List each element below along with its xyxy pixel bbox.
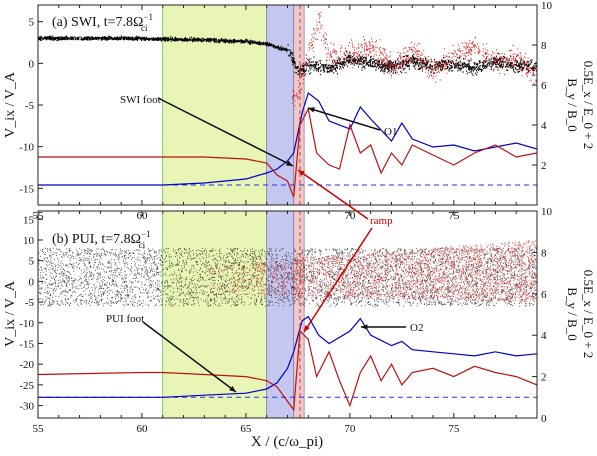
b-ytick-label-left-3: 0	[29, 276, 35, 288]
x-axis-label: X / (c/ω_pi)	[251, 434, 323, 450]
a-ytick-label-right-2: 6	[541, 80, 547, 92]
b-ytick-label-left-4: -5	[25, 297, 35, 309]
b-ytick-label-right-3: 4	[541, 330, 547, 342]
b-ytick-label-right-5: 0	[541, 413, 547, 425]
a-ytick-label-left-4: -15	[19, 183, 34, 195]
arrow-o1-head	[308, 107, 315, 113]
panel-b-ylabel-right-2: 0.5E_x / E_0 + 2	[581, 270, 596, 359]
arrow-pui-foot	[142, 321, 237, 393]
b-ytick-label-left-9: -30	[19, 401, 34, 413]
panel-a-ylabel-right-2: 0.5E_x / E_0 + 2	[581, 61, 596, 150]
panel-a-regions	[162, 5, 305, 205]
a-ytick-label-left-1: 0	[29, 58, 35, 70]
panel-b: 15 10 5 0 -5 -10 -15 -20 -25 -30 10 8 6 4 2 0 55 60 65 70 75…	[19, 206, 552, 435]
a-ytick-label-right-1: 8	[541, 40, 547, 52]
panel-b-ylabel-right-1: B_y / B_0	[565, 287, 580, 340]
arrow-ramp-a	[297, 169, 369, 220]
b-xtick-label-0: 55	[33, 423, 45, 435]
b-region-2	[293, 211, 305, 418]
b-ytick-label-right-0: 10	[541, 206, 553, 218]
b-ytick-label-left-1: 10	[23, 235, 35, 247]
b-ex-line	[38, 329, 537, 412]
b-ytick-label-right-2: 6	[541, 289, 547, 301]
b-ytick-label-left-2: 5	[29, 256, 35, 268]
b-xtick-label-1: 60	[136, 423, 148, 435]
b-ytick-label-right-1: 8	[541, 247, 547, 259]
a-region-0	[162, 5, 268, 205]
a-ytick-label-left-3: -10	[19, 142, 34, 154]
panel-b-annotation-o2: O2	[410, 322, 423, 334]
a-ytick-label-left-0: 5	[29, 17, 35, 29]
b-ytick-label-left-7: -20	[19, 359, 34, 371]
a-ytick-label-right-4: 2	[541, 160, 547, 172]
annotation-arrows	[142, 97, 406, 393]
b-xtick-label-4: 75	[448, 423, 460, 435]
a-region-1	[266, 5, 295, 205]
arrow-swi-foot-head	[286, 160, 293, 166]
b-ytick-label-left-5: -10	[19, 318, 34, 330]
panel-a-ylabel-left: V_ix / V_A	[3, 71, 18, 138]
arrow-pui-foot-head	[229, 385, 236, 392]
b-by-line	[38, 315, 537, 398]
panel-b-ylabel-left: V_ix / V_A	[3, 280, 18, 347]
b-particles-red	[206, 240, 537, 303]
panel-b-ticks: 15 10 5 0 -5 -10 -15 -20 -25 -30 10 8 6 4 2 0 55 60 65 70 75	[19, 206, 552, 435]
a-ytick-label-right-3: 4	[541, 120, 547, 132]
b-xtick-label-2: 65	[240, 423, 252, 435]
arrow-o2-head	[361, 324, 368, 330]
arrow-ramp-b-head	[304, 325, 310, 332]
panel-a-ylabel-right-1: B_y / B_0	[565, 78, 580, 131]
panel-b-particles	[38, 240, 537, 307]
panel-a-title: (a) SWI, t=7.8Ω−1 ci	[52, 12, 153, 33]
panel-b-title: (b) PUI, t=7.8Ω−1 ci	[52, 229, 151, 250]
panel-a-annotation-o1: O1	[384, 126, 397, 138]
panel-a-lines	[38, 5, 537, 205]
panel-b-lines	[38, 211, 537, 418]
panel-b-regions	[162, 211, 305, 418]
panel-a-annotation-swi-foot: SWI foot	[120, 94, 161, 106]
arrow-ramp-b	[303, 227, 373, 333]
panel-b-annotation-pui-foot: PUI foot	[106, 313, 144, 325]
b-region-0	[162, 211, 268, 418]
a-by-line	[38, 91, 537, 186]
b-ytick-label-right-4: 2	[541, 372, 547, 384]
b-ytick-label-left-0: 15	[23, 214, 35, 226]
a-particles-red	[291, 11, 537, 107]
arrow-ramp-a-head	[298, 170, 305, 176]
a-ex-line	[38, 107, 537, 198]
b-ytick-label-left-8: -25	[19, 380, 34, 392]
b-xtick-label-3: 70	[344, 423, 356, 435]
a-ytick-label-right-0: 10	[541, 0, 553, 12]
panel-a: 50-5-10-151086425560657075 (a) SWI, t=7.…	[19, 0, 552, 222]
a-ytick-label-left-2: -5	[25, 100, 35, 112]
b-ytick-label-left-6: -15	[19, 338, 34, 350]
arrow-swi-foot	[157, 97, 294, 167]
arrow-o1	[307, 107, 381, 131]
annotation-ramp: ramp	[370, 215, 393, 227]
